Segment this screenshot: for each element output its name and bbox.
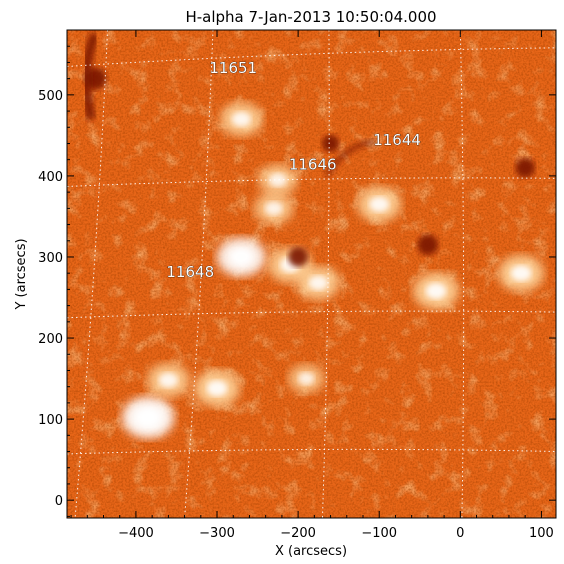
bright-feature-core: [158, 372, 178, 388]
bright-feature-core: [230, 248, 253, 266]
region-label: 11648: [166, 263, 214, 281]
bright-feature-core: [269, 173, 287, 187]
bright-feature-core: [308, 275, 328, 291]
y-tick-label: 500: [38, 89, 63, 104]
region-label: 11651: [209, 59, 257, 77]
grid-latitude-line: [67, 177, 556, 187]
grid-longitude-line: [321, 30, 330, 518]
chart-title: H-alpha 7-Jan-2013 10:50:04.000: [185, 8, 436, 26]
y-tick-label: 300: [38, 251, 63, 266]
heliographic-grid: [67, 30, 556, 518]
bright-feature-core: [369, 196, 390, 212]
dark-feature: [321, 134, 340, 153]
y-tick-label: 400: [38, 170, 63, 185]
y-tick-label: 200: [38, 332, 63, 347]
grid-longitude-line: [184, 30, 214, 518]
region-labels: 11651 11644 11646 11648: [166, 59, 421, 282]
region-label: 11644: [373, 131, 421, 149]
grid-longitude-line: [459, 30, 465, 518]
bright-feature-core: [206, 380, 228, 397]
x-tick-label: 100: [529, 526, 554, 541]
features-layer: [81, 32, 544, 439]
x-tick-label: −300: [199, 526, 235, 541]
solar-image: [67, 30, 556, 518]
bright-feature-core: [264, 201, 283, 216]
axes: −400 −300 −200 −100 0 100 0 100 200 300 400 500: [38, 30, 556, 541]
region-label: 11646: [289, 155, 337, 173]
bright-feature-core: [231, 111, 251, 127]
dark-filament: [81, 32, 100, 121]
grid-latitude-line: [67, 310, 556, 319]
x-tick-label: −200: [280, 526, 316, 541]
y-axis-label: Y (arcsecs): [14, 238, 29, 310]
bright-feature-core: [425, 283, 447, 300]
bright-feature-core: [136, 408, 160, 427]
dark-feature: [417, 234, 439, 256]
x-tick-label: 0: [456, 526, 464, 541]
dark-feature: [515, 158, 535, 178]
grid-longitude-line: [74, 30, 109, 518]
grid-latitude-line: [67, 448, 556, 455]
dark-filament: [324, 139, 376, 178]
x-tick-label: −400: [118, 526, 154, 541]
x-axis-label: X (arcsecs): [275, 544, 347, 559]
x-tick-label: −100: [361, 526, 397, 541]
plot-frame: [66, 29, 557, 519]
dark-feature: [288, 247, 308, 267]
bright-feature-core: [510, 265, 532, 282]
bright-feature-core: [298, 372, 315, 385]
y-tick-label: 100: [38, 413, 63, 428]
y-tick-label: 0: [55, 494, 63, 509]
grid-latitude-line: [67, 47, 556, 67]
